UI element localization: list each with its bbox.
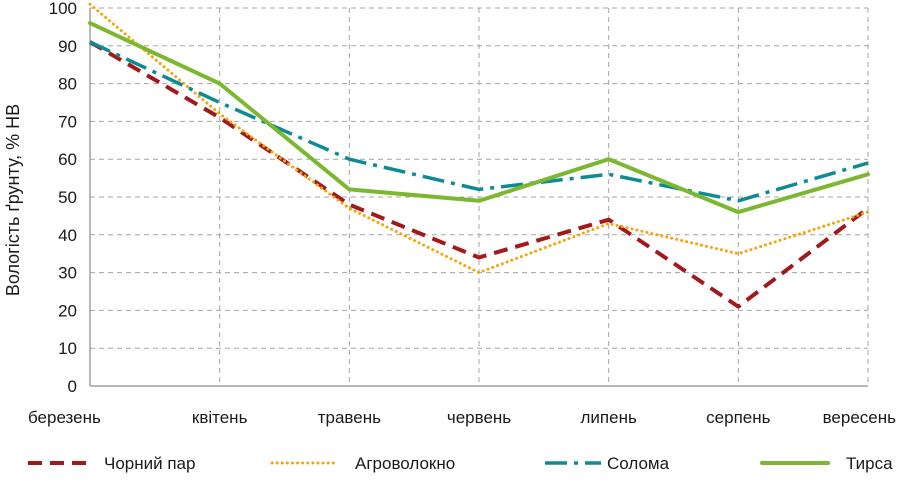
y-tick-label: 0 xyxy=(68,377,77,396)
x-tick-label: вересень xyxy=(823,408,897,427)
legend-label-3: Солома xyxy=(607,454,670,473)
x-tick-label: липень xyxy=(581,408,637,427)
x-tick-label: квітень xyxy=(192,408,248,427)
y-tick-label: 90 xyxy=(58,37,77,56)
y-tick-label: 20 xyxy=(58,301,77,320)
y-tick-label: 30 xyxy=(58,264,77,283)
series-line-2 xyxy=(88,2,870,275)
y-tick-label: 10 xyxy=(58,339,77,358)
grid xyxy=(89,7,869,387)
series-line-3 xyxy=(89,40,869,203)
x-axis-ticks: березень квітень травень червень липень серпе… xyxy=(28,408,896,427)
y-tick-label: 50 xyxy=(58,188,77,207)
y-tick-label: 80 xyxy=(58,75,77,94)
x-tick-label: червень xyxy=(447,408,511,427)
x-tick-label: серпень xyxy=(706,408,770,427)
y-axis-title: Вологість ґрунту, % НВ xyxy=(3,104,23,296)
y-axis-ticks: 0 10 20 30 40 50 60 70 80 90 100 xyxy=(49,0,77,396)
series-line-4 xyxy=(88,21,870,215)
series-line-1 xyxy=(88,40,870,309)
y-tick-label: 40 xyxy=(58,226,77,245)
y-tick-label: 100 xyxy=(49,0,77,18)
y-tick-label: 70 xyxy=(58,112,77,131)
series-lines xyxy=(88,2,870,309)
x-tick-label: березень xyxy=(28,408,101,427)
legend-label-1: Чорний пар xyxy=(104,454,195,473)
x-tick-label: травень xyxy=(318,408,381,427)
legend: Чорний пар Агроволокно Солома Тирса xyxy=(28,454,893,473)
y-tick-label: 60 xyxy=(58,150,77,169)
legend-label-2: Агроволокно xyxy=(355,454,455,473)
legend-label-4: Тирса xyxy=(846,454,893,473)
